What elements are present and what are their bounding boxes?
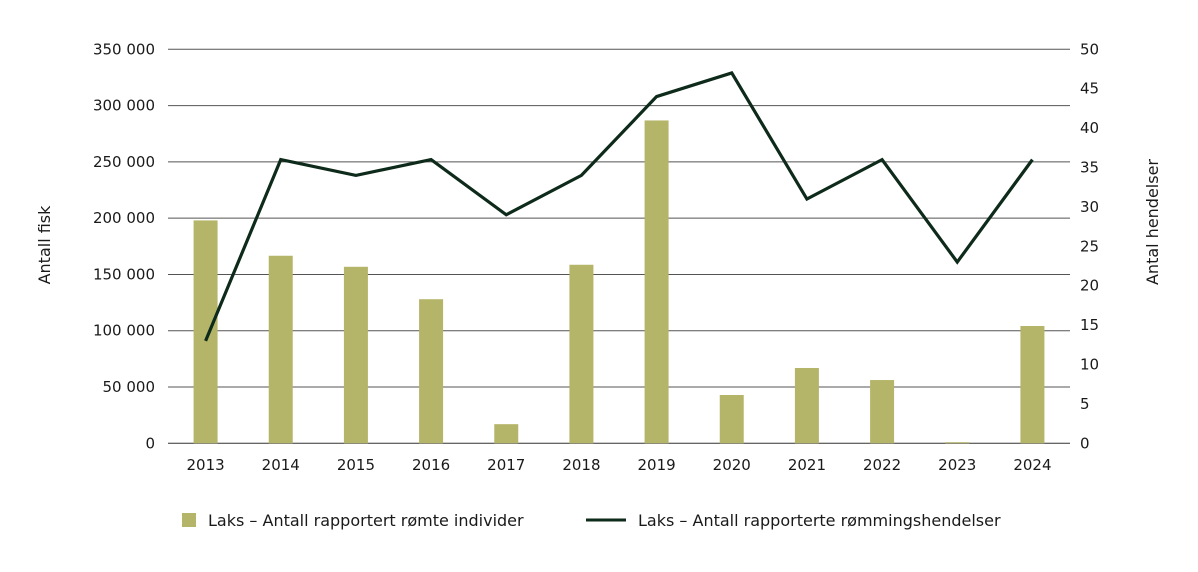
left-axis-label: Antall fisk <box>35 205 54 285</box>
x-axis-ticks: 2013 2014 2015 2016 2017 2018 2019 2020 2021 2022… <box>186 456 1051 474</box>
line-series <box>205 73 1032 341</box>
x-tick-label: 2021 <box>788 456 826 474</box>
x-tick-label: 2014 <box>262 456 300 474</box>
x-tick-label: 2018 <box>562 456 600 474</box>
left-tick-label: 150 000 <box>93 265 155 283</box>
x-tick-label: 2015 <box>337 456 375 474</box>
x-tick-label: 2020 <box>713 456 751 474</box>
bar <box>344 267 368 444</box>
bar <box>795 368 819 443</box>
right-tick-label: 45 <box>1080 80 1099 98</box>
bar <box>569 265 593 444</box>
bar <box>194 220 218 443</box>
x-tick-label: 2023 <box>938 456 976 474</box>
right-tick-label: 20 <box>1080 277 1099 295</box>
left-tick-label: 200 000 <box>93 209 155 227</box>
bar <box>1020 326 1044 443</box>
legend: Laks – Antall rapportert rømte individer… <box>182 511 1001 530</box>
right-tick-label: 50 <box>1080 40 1099 58</box>
right-tick-label: 15 <box>1080 316 1099 334</box>
bar <box>645 120 669 443</box>
bar <box>945 442 969 443</box>
right-tick-label: 0 <box>1080 434 1090 452</box>
x-tick-label: 2016 <box>412 456 450 474</box>
gridlines <box>168 49 1070 443</box>
right-tick-label: 30 <box>1080 198 1099 216</box>
bar <box>419 299 443 443</box>
line-path <box>206 73 1033 341</box>
left-tick-label: 350 000 <box>93 40 155 58</box>
left-tick-label: 50 000 <box>103 378 156 396</box>
right-tick-label: 5 <box>1080 395 1090 413</box>
right-tick-label: 40 <box>1080 119 1099 137</box>
left-tick-label: 0 <box>145 434 155 452</box>
bar <box>870 380 894 443</box>
legend-bar-label: Laks – Antall rapportert rømte individer <box>208 511 524 530</box>
legend-line-label: Laks – Antall rapporterte rømmingshendel… <box>638 511 1001 530</box>
right-tick-label: 10 <box>1080 356 1099 374</box>
left-axis-ticks: 0 50 000 100 000 150 000 200 000 250 000 300 0… <box>93 40 155 452</box>
bar <box>720 395 744 443</box>
x-tick-label: 2019 <box>637 456 675 474</box>
left-tick-label: 300 000 <box>93 97 155 115</box>
left-tick-label: 100 000 <box>93 322 155 340</box>
x-tick-label: 2022 <box>863 456 901 474</box>
bar <box>494 424 518 443</box>
x-tick-label: 2017 <box>487 456 525 474</box>
right-tick-label: 35 <box>1080 159 1099 177</box>
right-tick-label: 25 <box>1080 237 1099 255</box>
right-axis-ticks: 0 5 10 15 20 25 30 35 40 45 50 <box>1080 40 1099 452</box>
legend-bar-swatch <box>182 513 196 527</box>
x-tick-label: 2013 <box>186 456 224 474</box>
x-tick-label: 2024 <box>1013 456 1051 474</box>
right-axis-label: Antal hendelser <box>1143 159 1162 285</box>
bar <box>269 256 293 444</box>
left-tick-label: 250 000 <box>93 153 155 171</box>
